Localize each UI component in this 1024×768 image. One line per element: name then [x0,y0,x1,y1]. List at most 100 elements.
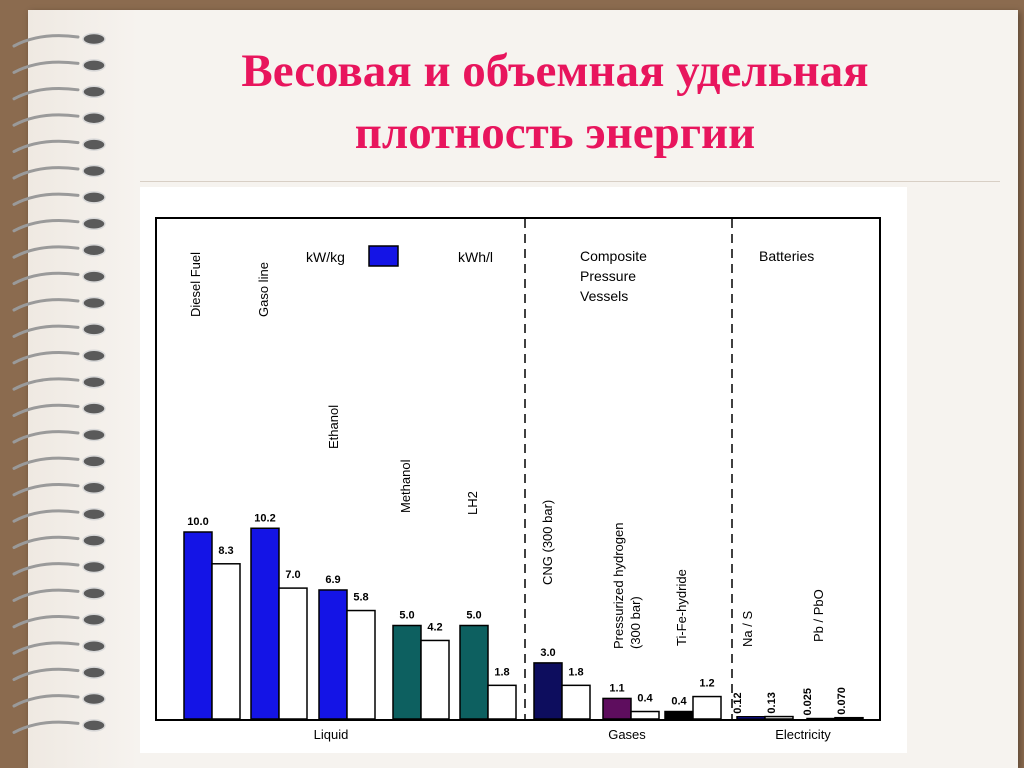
spiral-hole [82,323,106,336]
value-label-kwhl-na-s: 0.13 [766,692,778,713]
section-label-line: Pressure [580,268,636,284]
value-label-kwkg-pb-pbo: 0.025 [802,688,814,716]
spiral-coil [12,430,80,444]
legend-kwkg-swatch [368,245,399,267]
category-label-lh2: LH2 [465,491,480,515]
spiral-coil [12,667,80,682]
value-label-kwkg-pressurized-hydrogen-300-bar: 1.1 [609,682,624,694]
section-label-composite: Composite Pressure Vessels [580,248,647,304]
value-label-kwkg-na-s: 0.12 [732,692,744,713]
section-label-line: Composite [580,248,647,264]
spiral-hole [82,59,106,72]
bar-kwhl-lh2 [487,684,517,720]
spiral-hole [82,191,106,204]
bar-kwhl-diesel-fuel [211,563,241,720]
spiral-coil [12,324,80,338]
section-label-batteries: Batteries [759,248,814,264]
plot-frame [155,217,881,721]
spiral-coil [12,377,80,391]
energy-density-chart: kW/kg kWh/l Composite Pressure Vessels Bat… [155,217,881,742]
value-label-kwhl-pressurized-hydrogen-300-bar: 0.4 [637,693,653,705]
bar-kwkg-gaso-line [250,527,280,720]
spiral-coil [12,641,80,655]
spiral-coil [12,139,80,154]
category-label-diesel-fuel: Diesel Fuel [188,252,203,317]
bar-kwkg-cng-300-bar [533,662,563,720]
value-label-kwkg-ti-fe-hydride: 0.4 [671,696,687,708]
value-label-kwkg-cng-300-bar: 3.0 [540,647,555,659]
spiral-hole [82,164,106,178]
spiral-coil [12,298,80,312]
section-label-line: Vessels [580,288,628,304]
legend: kW/kg kWh/l [306,245,493,267]
paper-edge [28,10,138,768]
bar-kwkg-methanol [392,624,422,720]
spiral-hole [82,85,106,99]
value-label-kwhl-diesel-fuel: 8.3 [218,545,233,557]
spiral-hole [82,692,106,706]
group-label-gases: Gases [608,727,646,742]
bar-kwkg-ethanol [318,589,348,720]
category-label-gaso-line: Gaso line [256,262,271,317]
bar-kwkg-na-s [736,716,766,720]
spiral-coil [12,87,80,101]
spiral-hole [82,402,106,415]
bar-kwkg-lh2 [459,624,489,720]
spiral-hole [82,560,106,574]
spiral-coil [12,509,80,523]
spiral-coil [12,245,80,259]
value-label-kwhl-cng-300-bar: 1.8 [568,666,583,678]
spiral-hole [82,534,106,547]
spiral-coil [12,483,80,497]
category-label-line: Pressurized hydrogen [611,523,626,649]
spiral-coil [12,34,80,48]
value-label-kwkg-diesel-fuel: 10.0 [187,516,208,528]
bar-kwhl-ethanol [346,609,376,720]
spiral-hole [82,243,106,257]
bar-kwhl-methanol [420,639,450,720]
title-rule [140,181,1000,182]
spiral-coil [12,720,80,734]
legend-kwkg-label: kW/kg [306,249,345,265]
spiral-coil [12,535,80,550]
bar-kwkg-ti-fe-hydride [664,710,694,720]
value-label-kwhl-gaso-line: 7.0 [285,569,300,581]
spiral-hole [82,455,106,468]
value-label-kwhl-pb-pbo: 0.070 [836,687,848,715]
bar-kwkg-diesel-fuel [183,531,213,720]
spiral-coil [12,694,80,708]
spiral-coil [12,192,80,206]
spiral-hole [82,666,106,679]
legend-kwhl-label: kWh/l [458,249,493,265]
spiral-coil [12,60,80,74]
spiral-hole [82,138,106,151]
bar-kwhl-pb-pbo [834,716,864,720]
spiral-coil [12,219,80,233]
category-label-pressurized-hydrogen-300-bar: Pressurized hydrogen (300 bar) [611,523,643,649]
category-label-na-s: Na / S [740,611,755,647]
bar-kwhl-gaso-line [278,587,308,720]
bar-kwhl-ti-fe-hydride [692,695,722,720]
spiral-coil [12,615,80,629]
spiral-hole [82,719,106,732]
spiral-coil [12,271,80,286]
spiral-hole [82,32,106,46]
spiral-hole [82,296,106,310]
category-label-line: (300 bar) [628,596,643,649]
value-label-kwhl-lh2: 1.8 [494,666,509,678]
title-line-2: плотность энергии [354,107,756,159]
spiral-coil [12,113,80,127]
category-label-ti-fe-hydride: Ti-Fe-hydride [674,569,689,646]
spiral-coil [12,562,80,576]
spiral-hole [82,639,106,653]
bar-kwkg-pb-pbo [806,717,836,721]
slide-title: Весовая и объемная удельная плотность эн… [140,40,970,164]
category-label-pb-pbo: Pb / PbO [811,589,826,642]
value-label-kwhl-ethanol: 5.8 [353,592,368,604]
value-label-kwkg-lh2: 5.0 [466,610,481,622]
spiral-hole [82,349,106,363]
bar-kwhl-pressurized-hydrogen-300-bar [630,710,660,720]
bar-kwhl-cng-300-bar [561,684,591,720]
bars-layer: 10.0 8.3 Diesel Fuel 10.2 7.0 Gaso line 6.9 5.8… [183,252,864,721]
spiral-coil [12,166,80,180]
